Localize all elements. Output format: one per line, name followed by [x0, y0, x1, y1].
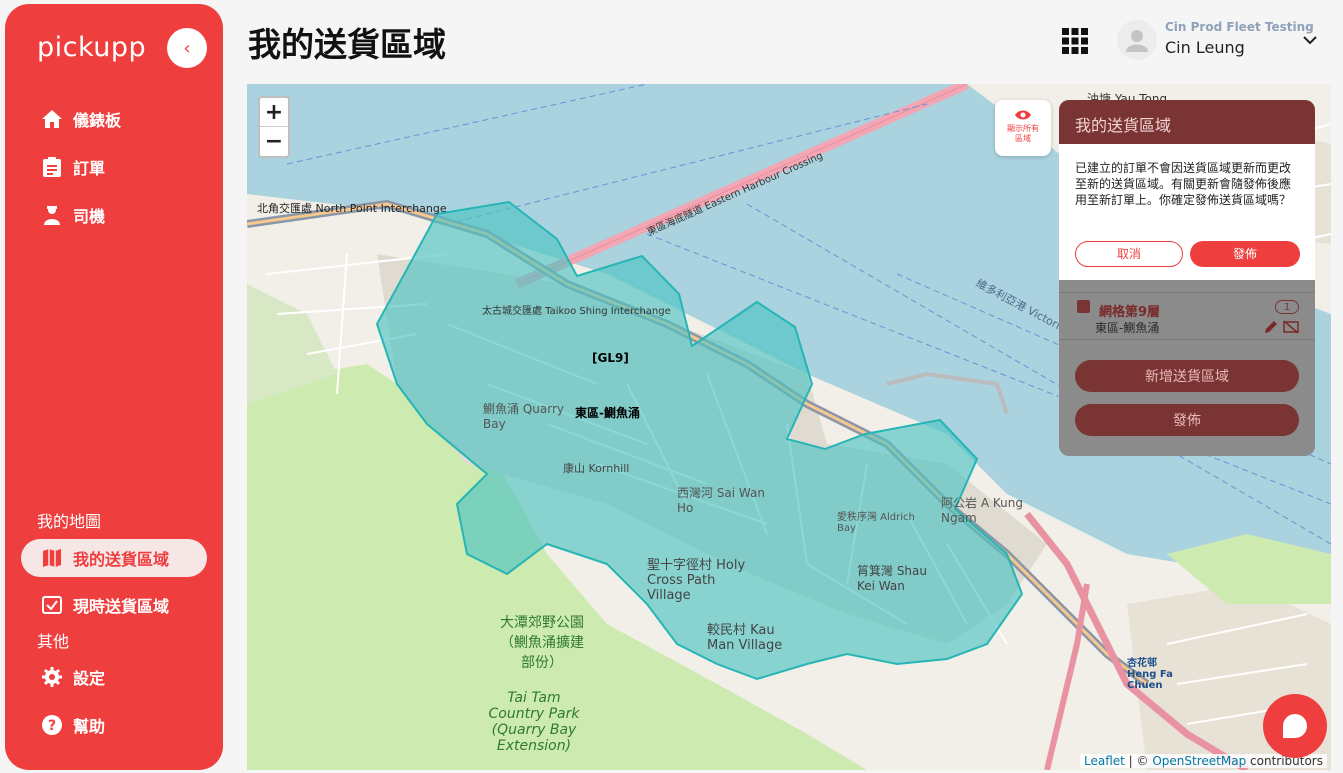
home-icon [41, 108, 63, 130]
dialog-message: 已建立的訂單不會因送貨區域更新而更改至新的送貨區域。有關更新會隨發佈後應用至新訂… [1075, 161, 1292, 207]
map-label-sai-wan-ho: 西灣河 Sai Wan Ho [677, 486, 765, 515]
zoom-control: + − [258, 96, 290, 158]
map-label-grid: [GL9] [592, 351, 629, 365]
nav-current-delivery-zones-label: 現時送貨區域 [73, 597, 170, 616]
help-icon: ? [41, 714, 63, 736]
collapse-icon[interactable] [1077, 300, 1090, 313]
nav-settings-label: 設定 [73, 669, 106, 688]
chat-button[interactable] [1263, 694, 1327, 758]
map-label-north-point: 北角交匯處 North Point Interchange [257, 202, 447, 215]
map-label-kornhill: 康山 Kornhill [563, 462, 630, 475]
show-all-zones-button[interactable]: 顯示所有區域 [995, 100, 1051, 156]
chevron-down-icon[interactable] [1303, 30, 1317, 49]
zoom-out-button[interactable]: − [264, 129, 284, 154]
panel-title: 我的送貨區域 [1059, 100, 1315, 144]
nav-dashboard[interactable]: 儀錶板 [21, 100, 207, 138]
nav-my-delivery-zones[interactable]: 我的送貨區域 [21, 539, 207, 577]
add-zone-button[interactable]: 新增送貨區域 [1075, 360, 1299, 392]
chat-bubble-icon [1283, 714, 1307, 738]
map-label-holy-cross: 聖十字徑村 Holy Cross Path Village [647, 558, 746, 603]
zone-count-badge: 1 [1275, 300, 1299, 314]
gear-icon [41, 666, 63, 688]
map-label-aldrich: 愛秩序灣 Aldrich Bay [837, 512, 915, 534]
hide-zone-icon[interactable] [1283, 319, 1299, 338]
map-label-shau-kei-wan: 筲箕灣 Shau Kei Wan [857, 564, 927, 593]
map-label-quarry-bay: 鰂魚涌 Quarry Bay [483, 402, 564, 431]
map-label-tai-tam: 大潭郊野公園（鰂魚涌擴建部份） [500, 615, 584, 671]
nav-help[interactable]: ? 幫助 [21, 706, 207, 744]
driver-icon [41, 204, 63, 226]
attribution-separator: | © [1124, 754, 1153, 768]
nav-my-delivery-zones-label: 我的送貨區域 [73, 550, 170, 569]
page-title: 我的送貨區域 [248, 25, 446, 64]
attribution-tail: contributors [1246, 754, 1323, 768]
clipboard-icon [41, 156, 63, 178]
map-icon [41, 547, 63, 569]
map-label-heng-fa: 杏花邨 Heng Fa Chuen [1127, 658, 1173, 691]
nav-settings[interactable]: 設定 [21, 658, 207, 696]
delivery-zones-panel: 我的送貨區域 網格第9層 1 東區-鰂魚涌 新增送貨區域 發佈 已建立的訂單不會… [1059, 100, 1315, 456]
zone-subname: 東區-鰂魚涌 [1095, 321, 1160, 335]
leaflet-link[interactable]: Leaflet [1084, 754, 1125, 768]
nav-orders[interactable]: 訂單 [21, 148, 207, 186]
nav-current-delivery-zones[interactable]: 現時送貨區域 [21, 586, 207, 624]
organization-name: Cin Prod Fleet Testing [1165, 20, 1314, 34]
nav-orders-label: 訂單 [73, 159, 106, 178]
cancel-button[interactable]: 取消 [1075, 241, 1183, 267]
publish-button[interactable]: 發佈 [1075, 404, 1299, 436]
pickupp-logo: pickupp [37, 32, 147, 63]
osm-link[interactable]: OpenStreetMap [1152, 754, 1247, 768]
user-name: Cin Leung [1165, 38, 1245, 57]
other-section-label: 其他 [37, 632, 70, 651]
sidebar: pickupp ‹ 儀錶板 訂單 司機 我的地圖 我的送貨區域 現時送貨區域 其… [5, 4, 223, 770]
map-label-a-kung-ngam: 阿公岩 A Kung Ngam [941, 496, 1023, 525]
zoom-in-button[interactable]: + [260, 98, 288, 127]
map-label-tai-tam-en: Tai Tam Country Park (Quarry Bay Extensi… [488, 690, 580, 754]
nav-dashboard-label: 儀錶板 [73, 111, 122, 130]
collapse-sidebar-button[interactable]: ‹ [167, 28, 207, 68]
zone-list-item[interactable]: 網格第9層 1 東區-鰂魚涌 [1059, 292, 1315, 340]
confirm-publish-dialog: 已建立的訂單不會因送貨區域更新而更改至新的送貨區域。有關更新會隨發佈後應用至新訂… [1059, 144, 1315, 280]
confirm-publish-button[interactable]: 發佈 [1190, 241, 1300, 267]
nav-drivers-label: 司機 [73, 207, 106, 226]
map-label-taikoo: 太古城交匯處 Taikoo Shing Interchange [482, 306, 671, 317]
nav-help-label: 幫助 [73, 717, 106, 736]
nav-drivers[interactable]: 司機 [21, 196, 207, 234]
eye-icon [995, 110, 1051, 123]
svg-text:?: ? [48, 718, 56, 734]
chevron-left-icon: ‹ [183, 37, 191, 59]
edit-icon[interactable] [1264, 319, 1278, 338]
show-all-zones-label: 顯示所有區域 [1007, 124, 1039, 143]
avatar[interactable] [1117, 20, 1157, 60]
check-calendar-icon [41, 594, 63, 616]
map-label-kau-man: 較民村 Kau Man Village [707, 623, 783, 653]
map-attribution: Leaflet | © OpenStreetMap contributors [1080, 754, 1327, 768]
zone-name: 網格第9層 [1099, 305, 1161, 320]
my-map-section-label: 我的地圖 [37, 512, 102, 531]
apps-grid-icon[interactable] [1062, 28, 1088, 58]
map-label-zone: 東區-鰂魚涌 [575, 406, 640, 420]
